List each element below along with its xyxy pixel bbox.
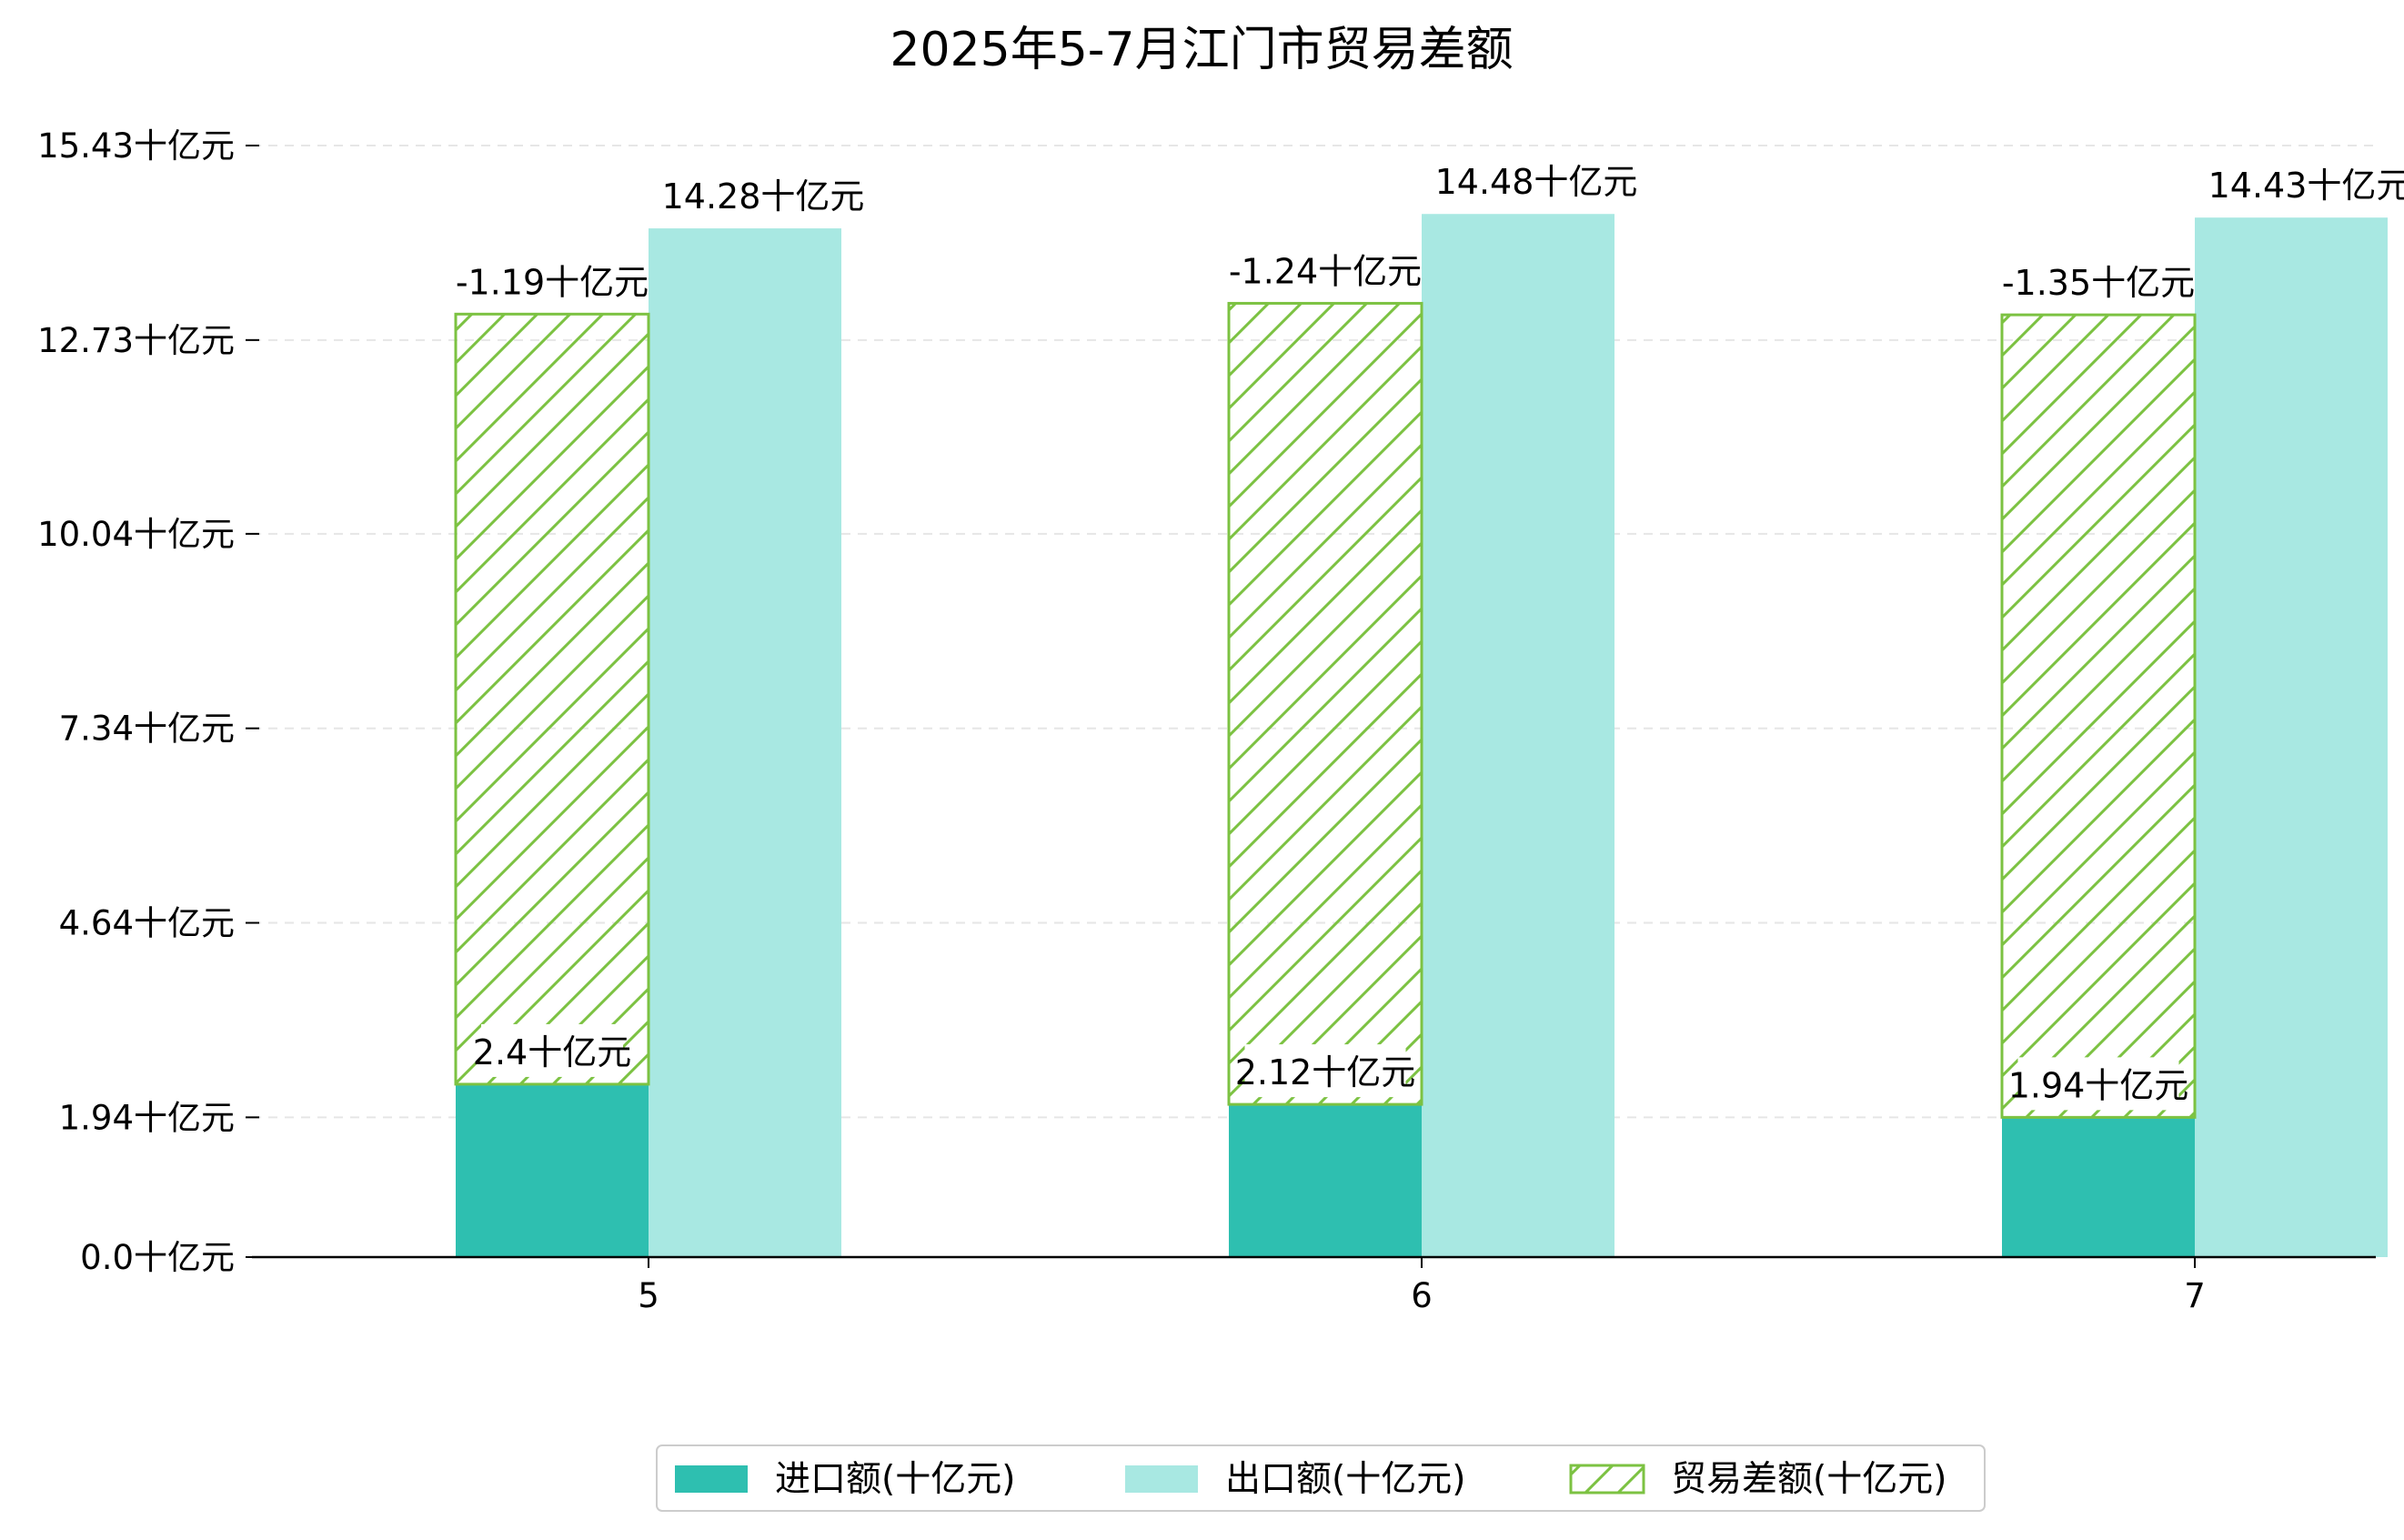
export-value-label-bg [2219,157,2399,211]
export-value-label: 14.48十亿元 [1435,162,1638,202]
legend-import-label: 进口额(十亿元) [775,1459,1015,1500]
legend-export-swatch [1125,1465,1198,1493]
import-value-label: 2.12十亿元 [1235,1052,1416,1092]
import-bar [1229,1104,1422,1257]
y-tick-label: 4.64十亿元 [59,904,235,943]
y-tick-label: 10.04十亿元 [37,515,235,554]
export-bar [1422,214,1614,1257]
y-tick-label: 12.73十亿元 [37,321,235,360]
balance-value-label-bg [2008,255,2188,308]
import-value-label: 2.4十亿元 [473,1032,631,1072]
x-tick-label: 5 [638,1276,659,1315]
y-tick-label: 7.34十亿元 [59,710,235,749]
y-tick-label: 1.94十亿元 [59,1098,235,1137]
export-bar [2195,217,2388,1257]
balance-bar [454,312,650,1086]
import-bar [456,1083,649,1257]
export-value-label-bg [673,168,853,222]
bars [454,214,2388,1258]
import-value-label-bg [481,1023,623,1077]
legend: 进口额(十亿元) 出口额(十亿元) 贸易差额(十亿元) [656,1444,1986,1512]
export-bar [649,228,841,1258]
legend-import-swatch [675,1465,748,1493]
export-value-label-bg [1446,154,1626,207]
x-tick-label: 6 [1411,1276,1433,1315]
legend-box [656,1444,1986,1512]
balance-value-label: -1.24十亿元 [1229,251,1422,291]
balance-value-label: -1.35十亿元 [2002,263,2195,303]
import-value-label: 1.94十亿元 [2008,1065,2189,1105]
balance-bar [2000,313,2197,1119]
import-bar [2002,1117,2195,1257]
y-tick-label: 0.0十亿元 [80,1238,235,1277]
legend-export-label: 出口额(十亿元) [1225,1459,1465,1500]
chart-title: 2025年5-7月江门市贸易差额 [890,23,1513,77]
value-labels: 14.28十亿元 -1.19十亿元 2.4十亿元 14.48十亿元 -1.24十亿元 2.… [456,154,2404,1111]
export-value-label: 14.43十亿元 [2208,166,2404,206]
balance-value-label-bg [1235,243,1415,297]
balance-value-label: -1.19十亿元 [456,262,649,302]
balance-value-label-bg [462,254,642,307]
x-tick-label: 7 [2184,1276,2206,1315]
export-value-label: 14.28十亿元 [662,176,865,216]
axes: 0.0十亿元 1.94十亿元 4.64十亿元 7.34十亿元 10.04十亿元 12.73… [37,126,2376,1315]
legend-balance-swatch [1569,1464,1645,1495]
y-tick-label: 15.43十亿元 [37,126,235,166]
balance-bar [1227,301,1423,1106]
legend-balance-label: 贸易差额(十亿元) [1671,1459,1946,1500]
import-value-label-bg [1244,1044,1406,1098]
import-value-label-bg [2017,1057,2179,1111]
